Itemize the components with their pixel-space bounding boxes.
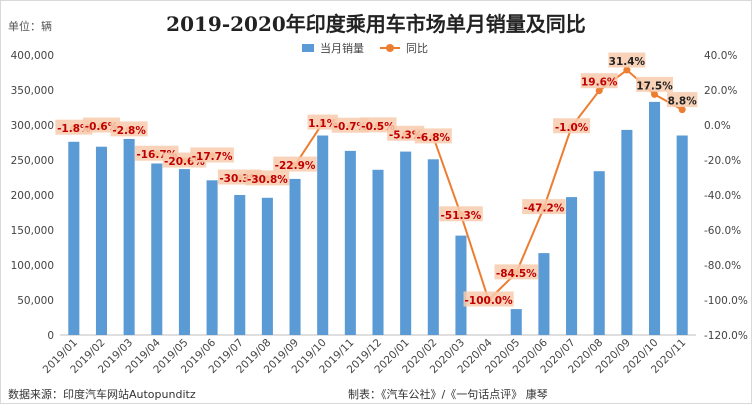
data-label-box — [273, 156, 317, 172]
y-right-tick-label: 0.0% — [704, 120, 731, 132]
data-label-box — [608, 52, 646, 68]
bar — [68, 141, 80, 335]
data-label-box — [307, 114, 338, 130]
data-label: -84.5% — [496, 268, 537, 280]
data-label: -17.7% — [192, 151, 233, 163]
legend: 当月销量 同比 — [302, 40, 444, 56]
data-label-box — [439, 206, 483, 222]
y-right-tick-label: -40.0% — [704, 190, 741, 202]
bar — [206, 180, 218, 335]
bar — [648, 101, 661, 336]
bar — [123, 139, 135, 335]
bar — [261, 197, 273, 335]
bar — [676, 135, 688, 335]
legend-swatch-line — [380, 44, 400, 52]
data-label-box — [414, 128, 452, 144]
bar — [593, 171, 605, 335]
data-label-box — [245, 170, 290, 186]
legend-swatch-bar — [302, 44, 314, 52]
bar — [427, 159, 439, 335]
legend-item-yoy: 同比 — [380, 40, 428, 56]
data-label: 8.8% — [668, 96, 698, 108]
bar — [95, 146, 108, 335]
data-label-box — [636, 76, 674, 92]
data-label: 19.6% — [581, 77, 618, 89]
data-label: -100.0% — [465, 295, 514, 307]
data-label: -22.9% — [275, 160, 316, 172]
y-right-tick-label: 40.0% — [704, 50, 737, 62]
data-label: -0.7% — [334, 121, 368, 133]
y-left-tick-label: 300,000 — [11, 120, 54, 132]
yoy-point — [651, 90, 659, 98]
y-right-tick-label: 20.0% — [704, 85, 737, 97]
bar — [621, 129, 633, 335]
unit-label: 单位：辆 — [8, 20, 52, 33]
data-label: -47.2% — [524, 203, 565, 215]
legend-item-sales: 当月销量 — [302, 40, 364, 56]
y-left-tick-label: 350,000 — [11, 85, 54, 97]
data-label: -5.3% — [389, 129, 423, 141]
y-left-tick-label: 50,000 — [17, 295, 54, 307]
bar — [372, 169, 384, 335]
y-right-tick-label: -120.0% — [704, 330, 748, 342]
yoy-point — [623, 66, 631, 74]
data-label-box — [553, 118, 591, 134]
bar — [234, 195, 246, 335]
bar — [400, 151, 412, 335]
bar — [510, 309, 522, 335]
yoy-point — [595, 87, 603, 95]
y-left-tick-label: 400,000 — [11, 50, 54, 62]
bar — [317, 135, 329, 335]
data-source: 数据来源：印度汽车网站Autopunditz — [8, 388, 196, 401]
data-label-box — [666, 92, 698, 108]
y-left-tick-label: 0 — [47, 330, 54, 342]
data-label: -6.8% — [417, 132, 451, 144]
data-label-box — [494, 264, 539, 280]
data-label-box — [580, 73, 618, 89]
data-label-box — [110, 121, 148, 137]
data-label-box — [190, 147, 234, 163]
bar — [344, 150, 356, 335]
credit: 制表：《汽车公社》/《一句话点评》 康琴 — [348, 388, 548, 401]
bar — [178, 169, 190, 335]
data-label: -1.0% — [555, 122, 589, 134]
y-left-tick-label: 200,000 — [11, 190, 54, 202]
bar — [289, 178, 301, 335]
yoy-series-line — [432, 68, 683, 302]
chart-title: 2019-2020年印度乘用车市场单月销量及同比 — [166, 12, 586, 36]
yoy-point — [678, 106, 686, 114]
y-left-tick-label: 250,000 — [11, 155, 54, 167]
legend-label-yoy: 同比 — [406, 42, 428, 55]
data-label: -0.6% — [85, 121, 119, 133]
data-label: 17.5% — [636, 80, 673, 92]
data-label: -0.5% — [361, 121, 395, 133]
y-right-tick-label: -60.0% — [704, 225, 741, 237]
data-label: -30.8% — [247, 174, 288, 186]
data-label: 31.4% — [609, 56, 646, 68]
bar — [151, 163, 163, 335]
data-label: -51.3% — [441, 210, 482, 222]
bar — [538, 253, 550, 335]
data-label-box — [522, 199, 566, 215]
y-left-tick-label: 100,000 — [11, 260, 54, 272]
data-label: -2.8% — [112, 125, 146, 137]
y-right-tick-label: -100.0% — [704, 295, 748, 307]
data-label: 1.1% — [308, 118, 338, 130]
bar — [566, 197, 578, 335]
data-label: -1.8% — [57, 123, 91, 135]
y-left-tick-label: 150,000 — [11, 225, 54, 237]
legend-label-sales: 当月销量 — [320, 42, 364, 55]
y-right-tick-label: -20.0% — [704, 155, 741, 167]
bar — [455, 235, 467, 335]
data-label-box — [463, 291, 514, 307]
y-right-tick-label: -80.0% — [704, 260, 741, 272]
